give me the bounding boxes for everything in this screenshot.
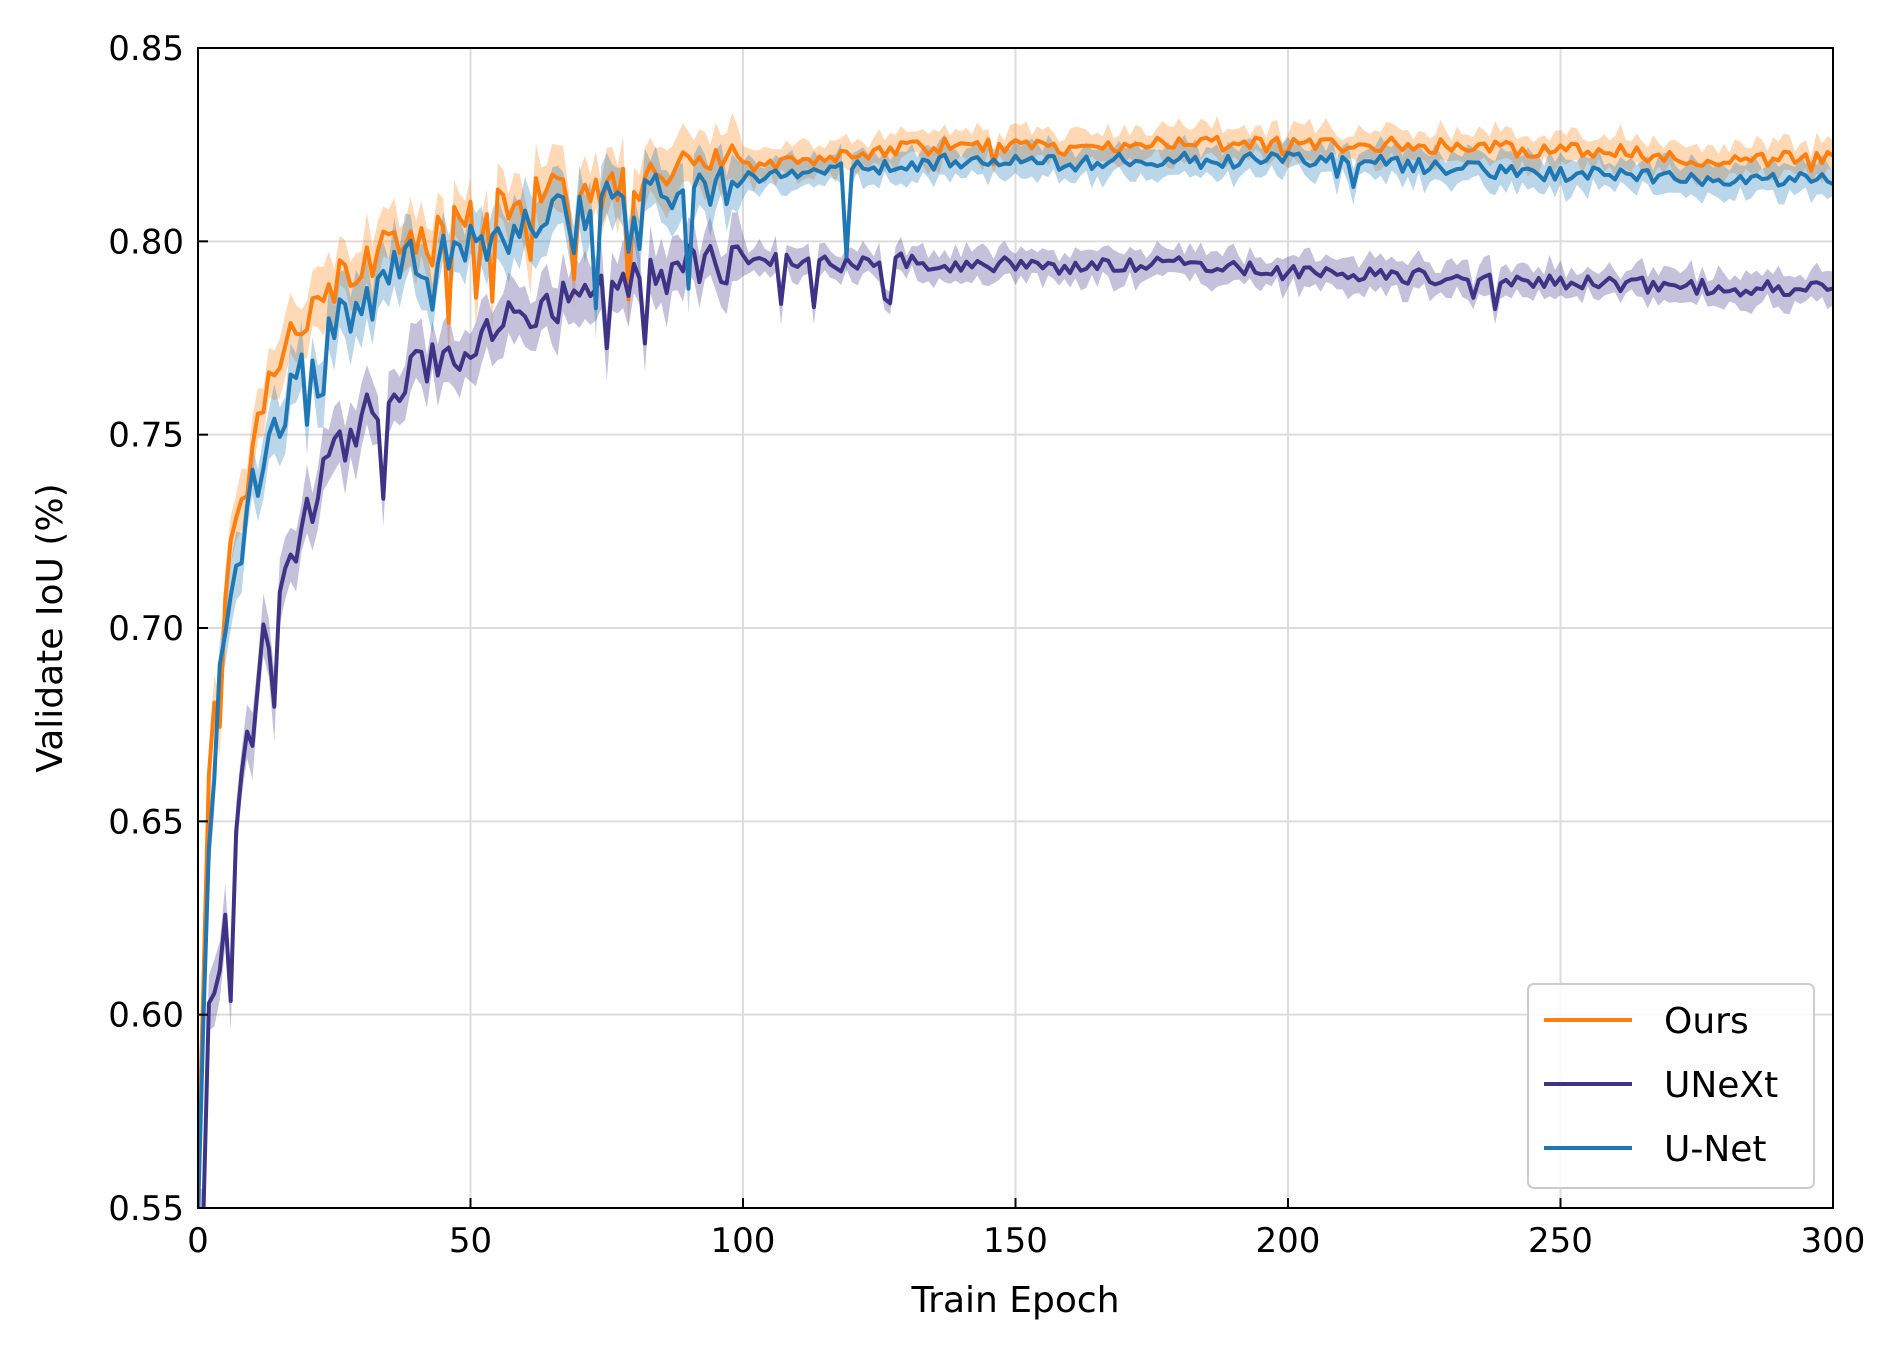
legend-box	[1527, 983, 1815, 1189]
x-tick-label: 150	[983, 1221, 1048, 1261]
y-tick-label: 0.55	[108, 1189, 184, 1229]
legend: Ours UNeXt U-Net	[1527, 983, 1815, 1189]
x-tick-label: 250	[1528, 1221, 1593, 1261]
x-tick-label: 300	[1801, 1221, 1866, 1261]
series-line-u-net	[198, 150, 1833, 1208]
x-axis-title: Train Epoch	[910, 1280, 1119, 1321]
legend-label: Ours	[1664, 1001, 1749, 1042]
series-line-unext	[201, 243, 1833, 1208]
x-tick-label: 200	[1256, 1221, 1321, 1261]
y-tick-label: 0.80	[108, 222, 184, 262]
y-axis-title: Validate IoU (%)	[30, 483, 71, 772]
legend-label: UNeXt	[1664, 1065, 1778, 1106]
legend-label: U-Net	[1664, 1129, 1767, 1170]
y-tick-label: 0.65	[108, 802, 184, 842]
series-lines	[198, 134, 1833, 1208]
y-tick-label: 0.85	[108, 29, 184, 69]
x-tick-label: 0	[187, 1221, 209, 1261]
x-tick-label: 100	[711, 1221, 776, 1261]
series-line-ours	[198, 134, 1833, 1182]
x-tick-label: 50	[449, 1221, 492, 1261]
axis-ticks: 0 50 100 150 200 250 300 0.55 0.60 0.65 0.70 0.75 0.…	[108, 29, 1865, 1261]
y-tick-label: 0.75	[108, 416, 184, 456]
y-tick-label: 0.70	[108, 609, 184, 649]
y-tick-label: 0.60	[108, 996, 184, 1036]
